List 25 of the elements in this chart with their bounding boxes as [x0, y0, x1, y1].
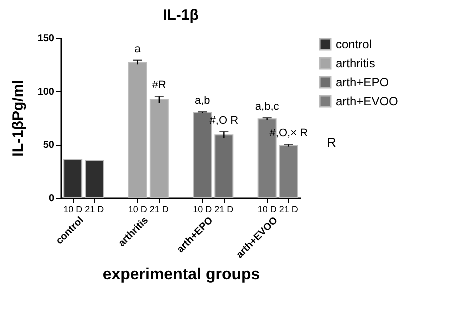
legend-label: control [336, 38, 372, 52]
x-tick-label: 21 D [150, 204, 170, 214]
x-tick-label: 10 D [258, 204, 278, 214]
annotation: #,O,× R [270, 128, 308, 140]
legend-label: arthritis [336, 56, 376, 70]
x-tick-label: 10 D [128, 204, 148, 214]
legend-label: arth+EPO [336, 76, 390, 90]
y-tick-label: 0 [48, 194, 55, 204]
x-tick-label: 10 D [193, 204, 213, 214]
x-tick-label: 10 D [64, 204, 84, 214]
y-tick-label: 150 [38, 34, 55, 44]
legend-label: arth+EVOO [336, 94, 398, 108]
y-tick-label: 100 [38, 86, 55, 98]
annotation: #R [152, 80, 167, 92]
x-axis-title: experimental groups [102, 266, 260, 284]
y-axis-title: IL-1βPg/ml [10, 80, 27, 157]
x-tick-label: 21 D [214, 204, 234, 214]
annotation: a,b [194, 95, 210, 108]
annotation: a,b,c [255, 101, 280, 113]
x-tick-label: 21 D [279, 204, 299, 214]
y-tick-label: 50 [43, 140, 55, 152]
chart-title: IL-1β [163, 7, 199, 24]
text: R [327, 135, 336, 150]
x-tick-label: 21 D [85, 204, 105, 214]
annotation: a [134, 43, 142, 56]
